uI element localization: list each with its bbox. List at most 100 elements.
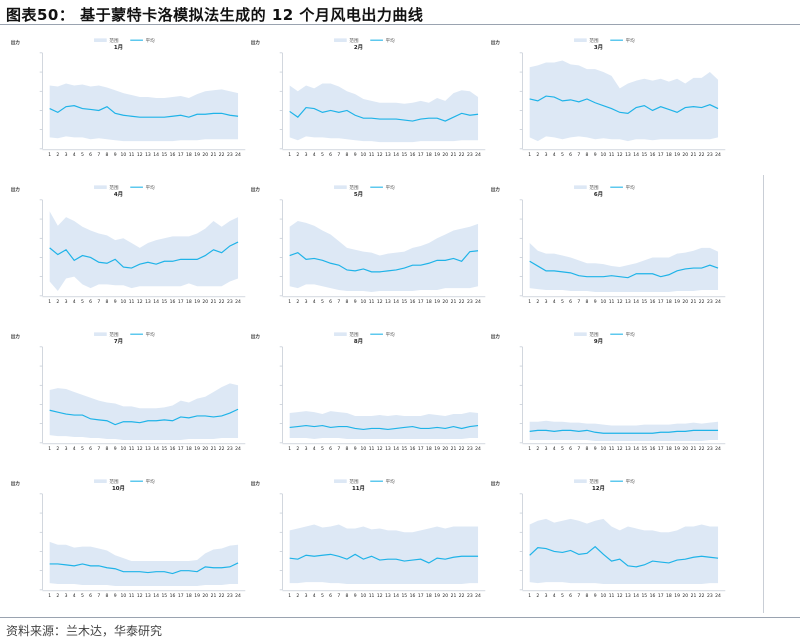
x-tick-label: 20 <box>682 593 688 599</box>
x-tick-label: 13 <box>145 593 151 599</box>
x-tick-label: 15 <box>401 593 407 599</box>
x-tick-label: 5 <box>321 446 324 452</box>
x-tick-label: 6 <box>89 593 92 599</box>
x-tick-label: 21 <box>211 299 217 305</box>
x-tick-label: 8 <box>346 299 349 305</box>
x-tick-label: 12 <box>377 593 383 599</box>
x-tick-label: 21 <box>211 152 217 158</box>
right-border-line <box>763 175 764 613</box>
x-tick-label: 17 <box>658 299 664 305</box>
x-tick-label: 16 <box>170 299 176 305</box>
x-tick-label: 18 <box>426 299 432 305</box>
x-tick-label: 9 <box>354 299 357 305</box>
legend-mean-label: 平均 <box>386 478 396 485</box>
x-tick-label: 16 <box>170 152 176 158</box>
x-tick-label: 19 <box>674 152 680 158</box>
month-title: 6月 <box>594 190 603 198</box>
x-tick-label: 5 <box>81 299 84 305</box>
mean-line <box>49 105 239 118</box>
x-tick-label: 9 <box>594 299 597 305</box>
legend-mean-label: 平均 <box>146 331 156 338</box>
x-tick-label: 12 <box>617 593 623 599</box>
x-tick-label: 3 <box>65 299 68 305</box>
x-tick-label: 7 <box>97 593 100 599</box>
x-tick-label: 4 <box>553 152 556 158</box>
x-tick-label: 7 <box>337 446 340 452</box>
x-tick-label: 20 <box>442 152 448 158</box>
y-axis-label: 出力 <box>251 186 261 193</box>
mean-line <box>289 553 479 564</box>
x-tick-label: 18 <box>186 593 192 599</box>
x-tick-label: 12 <box>377 299 383 305</box>
x-tick-label: 23 <box>227 593 233 599</box>
x-tick-label: 6 <box>569 152 572 158</box>
x-tick-label: 5 <box>561 593 564 599</box>
x-tick-label: 10 <box>600 446 606 452</box>
month-title: 1月 <box>114 43 123 51</box>
y-axis-label: 出力 <box>11 186 21 193</box>
y-axis-label: 出力 <box>491 39 501 46</box>
x-tick-label: 2 <box>56 299 59 305</box>
x-tick-label: 14 <box>153 299 159 305</box>
x-tick-label: 1 <box>288 152 291 158</box>
x-tick-label: 6 <box>329 152 332 158</box>
x-tick-label: 14 <box>393 593 399 599</box>
x-tick-label: 15 <box>161 152 167 158</box>
month-panel-3: 出力 范围 平均 3月 1 2 3 4 5 6 7 8 9 10 11 12 13 14 15 16 17 18 19 20 2… <box>488 26 728 173</box>
x-tick-label: 11 <box>369 446 375 452</box>
mean-line <box>49 408 239 426</box>
x-tick-label: 14 <box>393 446 399 452</box>
x-tick-label: 13 <box>145 299 151 305</box>
x-tick-label: 11 <box>129 152 135 158</box>
x-tick-label: 14 <box>153 446 159 452</box>
x-tick-label: 2 <box>536 299 539 305</box>
x-tick-label: 15 <box>401 152 407 158</box>
x-tick-label: 1 <box>48 593 51 599</box>
x-tick-label: 10 <box>600 299 606 305</box>
x-tick-label: 14 <box>153 152 159 158</box>
mean-line <box>49 241 239 269</box>
x-tick-label: 20 <box>202 299 208 305</box>
x-tick-label: 4 <box>553 593 556 599</box>
x-tick-label: 21 <box>211 593 217 599</box>
legend-range-swatch <box>574 185 587 189</box>
y-axis-label: 出力 <box>11 333 21 340</box>
x-tick-label: 20 <box>682 299 688 305</box>
month-title: 5月 <box>354 190 363 198</box>
legend-range-label: 范围 <box>109 184 119 191</box>
x-tick-label: 14 <box>633 299 639 305</box>
x-tick-label: 22 <box>699 152 705 158</box>
x-tick-label: 14 <box>633 593 639 599</box>
x-tick-label: 6 <box>89 299 92 305</box>
x-tick-label: 19 <box>194 593 200 599</box>
x-tick-label: 11 <box>129 446 135 452</box>
legend-range-swatch <box>94 479 107 483</box>
x-tick-label: 4 <box>553 446 556 452</box>
month-title: 3月 <box>594 43 603 51</box>
x-tick-label: 6 <box>569 299 572 305</box>
figure-title: 图表50： 基于蒙特卡洛模拟法生成的 12 个月风电出力曲线 <box>6 6 424 24</box>
x-tick-label: 21 <box>451 593 457 599</box>
x-tick-label: 23 <box>707 446 713 452</box>
x-tick-label: 24 <box>715 593 721 599</box>
x-tick-label: 6 <box>329 446 332 452</box>
x-tick-label: 23 <box>227 446 233 452</box>
x-tick-label: 13 <box>145 152 151 158</box>
x-tick-label: 15 <box>641 152 647 158</box>
month-panel-5: 出力 范围 平均 5月 1 2 3 4 5 6 7 8 9 10 11 12 13 14 15 16 17 18 19 20 2… <box>248 173 488 320</box>
x-tick-label: 1 <box>48 152 51 158</box>
x-tick-label: 18 <box>426 446 432 452</box>
x-tick-label: 11 <box>129 593 135 599</box>
x-tick-label: 22 <box>219 152 225 158</box>
month-title: 11月 <box>352 484 365 492</box>
x-tick-label: 12 <box>137 152 143 158</box>
month-panel-4: 出力 范围 平均 4月 1 2 3 4 5 6 7 8 9 10 11 12 13 14 15 16 17 18 19 20 2… <box>8 173 248 320</box>
x-tick-label: 4 <box>553 299 556 305</box>
x-tick-label: 16 <box>410 593 416 599</box>
range-band <box>49 541 239 587</box>
x-tick-label: 11 <box>369 299 375 305</box>
